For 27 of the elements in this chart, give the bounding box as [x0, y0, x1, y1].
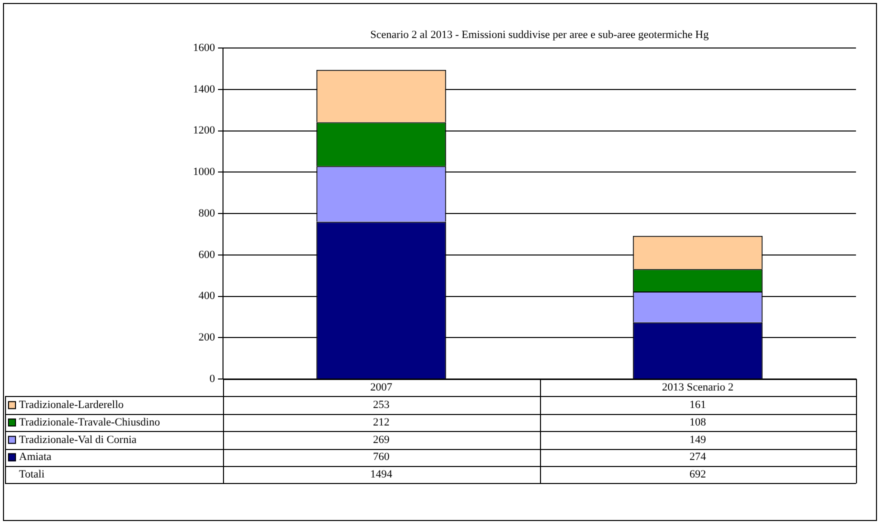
data-label: 760: [373, 451, 390, 464]
text: 1494: [370, 468, 393, 481]
y-tick-label: 400: [198, 290, 216, 302]
legend-label: Tradizionale-Larderello: [19, 398, 124, 411]
y-tick-label: 1200: [193, 124, 216, 137]
data-label: 253: [373, 398, 390, 411]
data-label: 274: [690, 451, 706, 464]
y-tick-label: 800: [198, 207, 216, 220]
data-label: 269: [373, 434, 390, 446]
data-label: 149: [690, 434, 706, 446]
y-tick-label: 200: [198, 332, 216, 344]
data-label: 161: [690, 398, 706, 411]
x-tick-label: 2007: [370, 382, 393, 394]
y-tick-label: 600: [198, 248, 216, 261]
y-tick-label: 0: [210, 372, 216, 385]
text: 692: [690, 468, 706, 481]
y-tick-label: 1000: [193, 166, 216, 178]
legend-label: Amiata: [19, 451, 52, 464]
legend-label: Tradizionale-Travale-Chiusdino: [19, 416, 160, 428]
y-tick-label: 1400: [193, 83, 216, 96]
text: Totali: [19, 468, 45, 481]
data-label: 212: [373, 416, 390, 428]
x-tick-label: 2013 Scenario 2: [662, 382, 734, 394]
legend-label: Tradizionale-Val di Cornia: [19, 434, 137, 446]
data-label: 108: [690, 416, 706, 428]
chart-title: Scenario 2 al 2013 - Emissioni suddivise per aree e sub-aree geotermiche Hg: [370, 28, 710, 41]
y-tick-label: 1600: [193, 42, 216, 54]
